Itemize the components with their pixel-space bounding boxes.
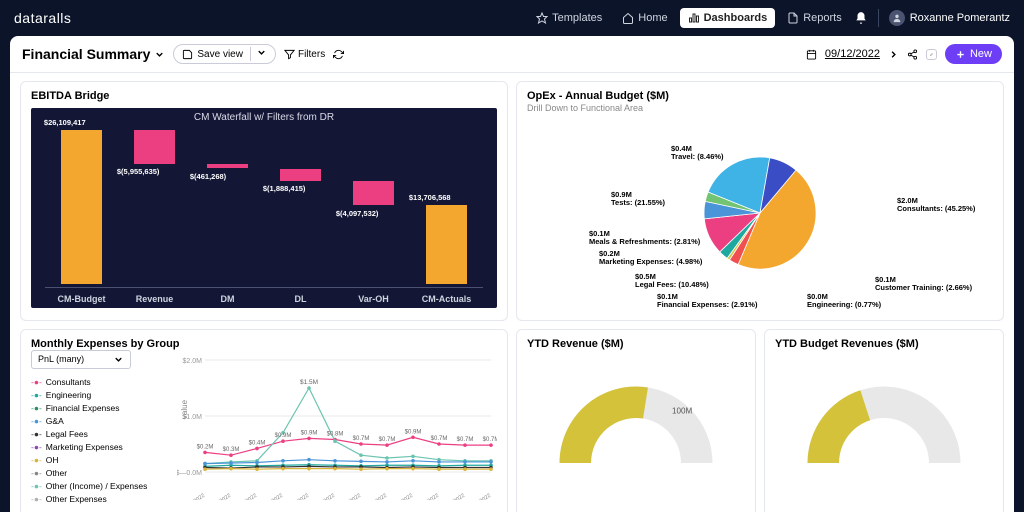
svg-text:$0.7M: $0.7M bbox=[379, 437, 396, 443]
chevron-down-icon bbox=[113, 354, 124, 365]
chevron-right-icon[interactable] bbox=[888, 49, 899, 60]
opex-card: OpEx - Annual Budget ($M) Drill Down to … bbox=[516, 81, 1004, 321]
user-menu[interactable]: Roxanne Pomerantz bbox=[889, 10, 1010, 26]
svg-text:$0.8M: $0.8M bbox=[327, 432, 344, 438]
svg-text:09/30/2022: 09/30/2022 bbox=[388, 493, 414, 500]
svg-text:100M: 100M bbox=[672, 407, 692, 416]
svg-text:$0.7M: $0.7M bbox=[431, 436, 448, 442]
waterfall-chart[interactable]: CM Waterfall w/ Filters from DR $26,109,… bbox=[31, 108, 497, 308]
svg-text:$—0.0M: $—0.0M bbox=[177, 470, 202, 477]
dashboard-frame: Financial Summary Save view Filters 09/1… bbox=[10, 36, 1014, 512]
reports-icon bbox=[787, 12, 799, 24]
ytd-revenue-title: YTD Revenue ($M) bbox=[527, 338, 745, 350]
svg-text:07/31/2022: 07/31/2022 bbox=[336, 493, 362, 500]
legend: -●- Consultants-●- Engineering-●- Financ… bbox=[31, 375, 171, 505]
nav-templates[interactable]: Templates bbox=[528, 8, 610, 28]
page-title[interactable]: Financial Summary bbox=[22, 46, 165, 62]
line-chart[interactable]: value $—0.0M$1.0M$2.0M$0.2M$0.3M$0.4M$0.… bbox=[177, 350, 497, 500]
star-icon bbox=[536, 12, 548, 24]
toolbar: Financial Summary Save view Filters 09/1… bbox=[10, 36, 1014, 73]
svg-text:03/31/2022: 03/31/2022 bbox=[232, 493, 258, 500]
svg-text:05/31/2022: 05/31/2022 bbox=[284, 493, 310, 500]
svg-text:04/30/2022: 04/30/2022 bbox=[258, 493, 284, 500]
user-name: Roxanne Pomerantz bbox=[910, 12, 1010, 24]
svg-text:$0.2M: $0.2M bbox=[197, 444, 214, 450]
svg-text:$0.9M: $0.9M bbox=[275, 433, 292, 439]
nav-templates-label: Templates bbox=[552, 12, 602, 24]
refresh-icon[interactable] bbox=[333, 49, 344, 60]
bell-icon[interactable] bbox=[854, 11, 868, 25]
ebitda-title: EBITDA Bridge bbox=[31, 90, 497, 102]
calendar-icon bbox=[806, 49, 817, 60]
chevron-down-icon bbox=[256, 47, 267, 58]
nav-home[interactable]: Home bbox=[614, 8, 675, 28]
edit-icon[interactable] bbox=[926, 49, 937, 60]
nav-home-label: Home bbox=[638, 12, 667, 24]
divider bbox=[878, 9, 879, 27]
ytd-budget-card: YTD Budget Revenues ($M) bbox=[764, 329, 1004, 512]
svg-text:01/31/2022: 01/31/2022 bbox=[180, 493, 206, 500]
opex-title: OpEx - Annual Budget ($M) bbox=[527, 90, 993, 102]
filter-icon bbox=[284, 49, 295, 60]
svg-text:02/28/2022: 02/28/2022 bbox=[206, 493, 232, 500]
monthly-title: Monthly Expenses by Group bbox=[31, 338, 497, 350]
svg-text:$2.0M: $2.0M bbox=[183, 358, 203, 365]
svg-text:$0.4M: $0.4M bbox=[249, 440, 266, 446]
waterfall-title: CM Waterfall w/ Filters from DR bbox=[31, 108, 497, 123]
plus-icon bbox=[955, 49, 966, 60]
nav-dashboards-label: Dashboards bbox=[704, 12, 768, 24]
save-view-dropdown[interactable] bbox=[250, 47, 267, 61]
svg-text:$1.5M: $1.5M bbox=[300, 379, 318, 386]
svg-text:$0.9M: $0.9M bbox=[301, 430, 318, 436]
svg-text:$0.3M: $0.3M bbox=[223, 447, 240, 453]
svg-text:$0.7M: $0.7M bbox=[457, 437, 474, 443]
opex-subtitle: Drill Down to Functional Area bbox=[527, 103, 993, 113]
svg-text:12/31/2022: 12/31/2022 bbox=[466, 493, 492, 500]
share-icon[interactable] bbox=[907, 49, 918, 60]
top-nav: dataralls Templates Home Dashboards Repo… bbox=[0, 0, 1024, 36]
ytd-revenue-gauge[interactable]: 100M bbox=[527, 350, 745, 478]
monthly-card: Monthly Expenses by Group PnL (many) -●-… bbox=[20, 329, 508, 512]
ytd-budget-gauge[interactable] bbox=[775, 350, 993, 478]
pie-chart[interactable]: $2.0MConsultants: (45.25%)$0.1MCustomer … bbox=[527, 113, 993, 313]
ebitda-card: EBITDA Bridge CM Waterfall w/ Filters fr… bbox=[20, 81, 508, 321]
svg-text:10/31/2022: 10/31/2022 bbox=[414, 493, 440, 500]
save-view-button[interactable]: Save view bbox=[173, 44, 276, 64]
svg-text:$0.7M: $0.7M bbox=[483, 437, 497, 443]
svg-text:$0.7M: $0.7M bbox=[353, 436, 370, 442]
svg-text:08/31/2022: 08/31/2022 bbox=[362, 493, 388, 500]
nav-dashboards[interactable]: Dashboards bbox=[680, 8, 776, 28]
pnl-select[interactable]: PnL (many) bbox=[31, 350, 131, 369]
chevron-down-icon bbox=[154, 49, 165, 60]
dashboard-icon bbox=[688, 12, 700, 24]
ytd-budget-title: YTD Budget Revenues ($M) bbox=[775, 338, 993, 350]
nav-reports-label: Reports bbox=[803, 12, 842, 24]
svg-text:11/30/2022: 11/30/2022 bbox=[440, 493, 466, 500]
ytd-revenue-card: YTD Revenue ($M) 100M bbox=[516, 329, 756, 512]
y-axis-label: value bbox=[180, 400, 189, 419]
nav-reports[interactable]: Reports bbox=[779, 8, 850, 28]
svg-text:$0.9M: $0.9M bbox=[405, 429, 422, 435]
home-icon bbox=[622, 12, 634, 24]
brand-logo: dataralls bbox=[14, 10, 71, 26]
new-button[interactable]: New bbox=[945, 44, 1002, 64]
filters-button[interactable]: Filters bbox=[284, 49, 325, 60]
avatar-icon bbox=[889, 10, 905, 26]
save-icon bbox=[182, 49, 193, 60]
date-selector[interactable]: 09/12/2022 bbox=[825, 48, 880, 60]
svg-text:06/30/2022: 06/30/2022 bbox=[310, 493, 336, 500]
